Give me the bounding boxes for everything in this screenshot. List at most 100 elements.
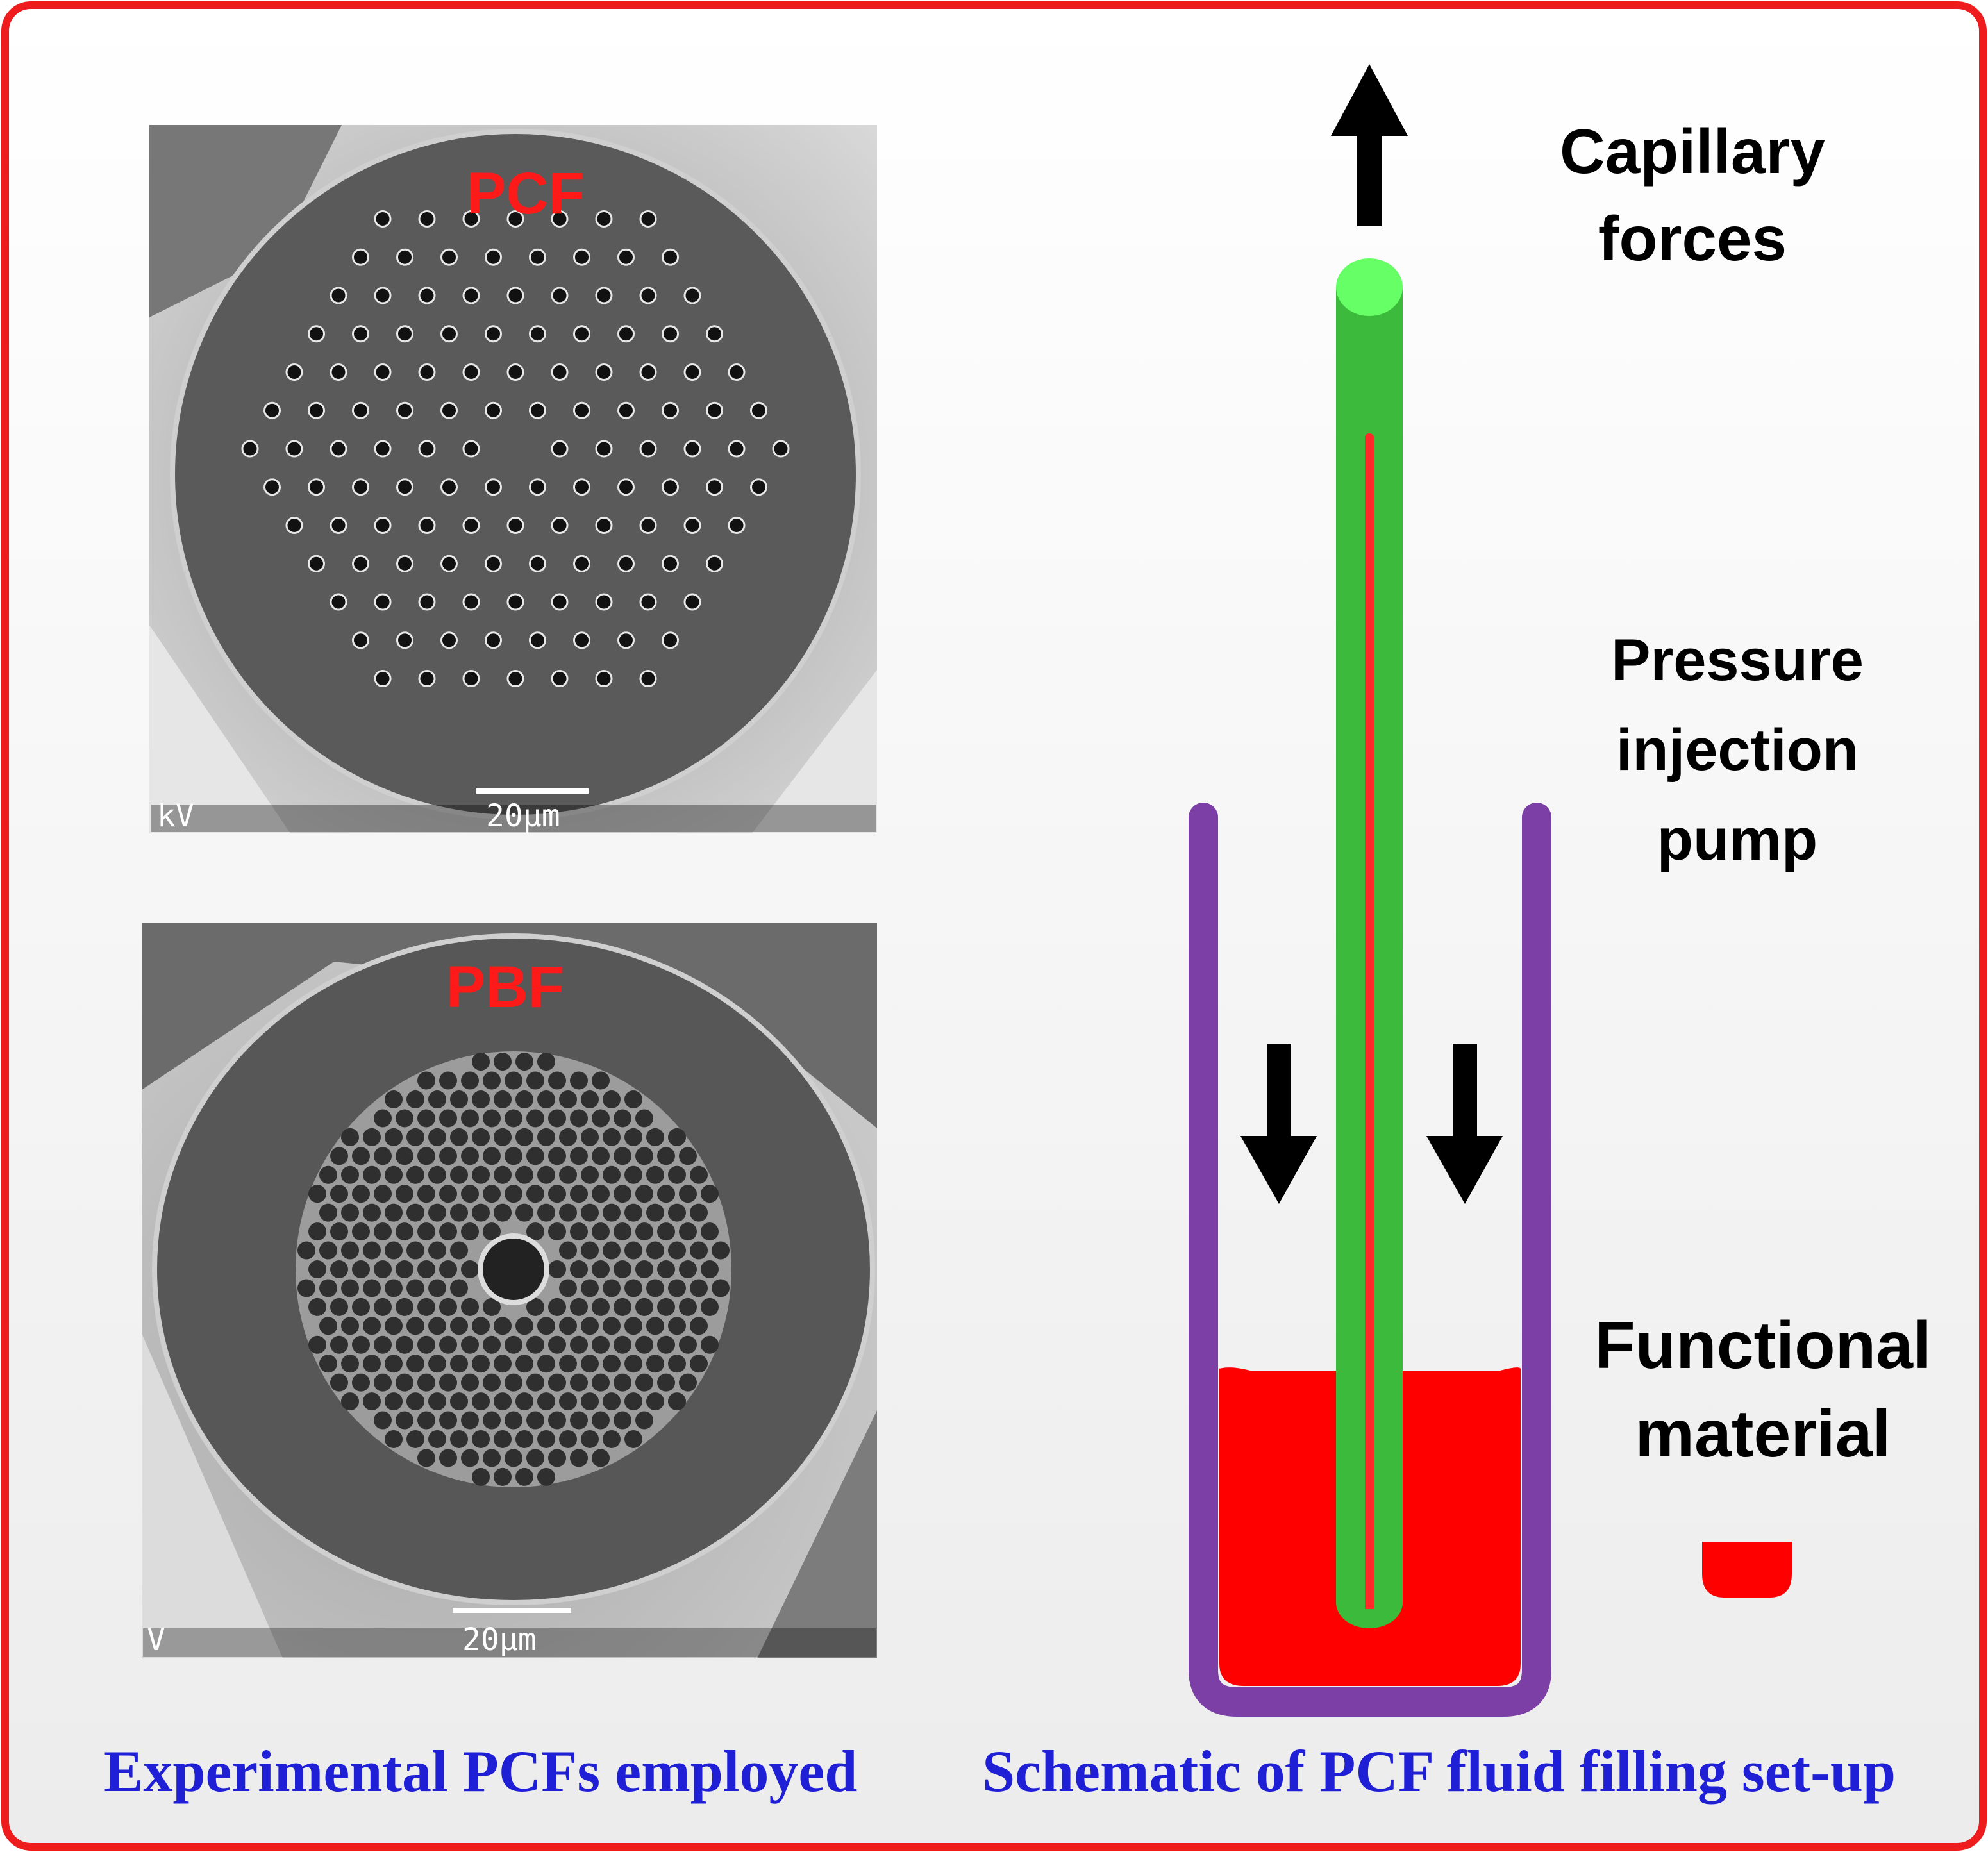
pbf-air-hole xyxy=(570,1297,588,1316)
pbf-air-hole xyxy=(308,1260,326,1278)
pbf-air-hole xyxy=(330,1147,348,1165)
pbf-air-hole xyxy=(603,1392,621,1411)
pbf-air-hole xyxy=(428,1165,446,1184)
pbf-air-hole xyxy=(483,1109,501,1128)
pcf-air-hole xyxy=(551,210,569,228)
pcf-air-hole xyxy=(595,670,613,688)
pbf-air-hole xyxy=(537,1467,555,1486)
pcf-air-hole xyxy=(506,593,524,611)
pcf-air-hole xyxy=(551,287,569,304)
pbf-air-hole xyxy=(374,1222,392,1241)
pbf-air-hole xyxy=(679,1147,697,1165)
pbf-air-hole xyxy=(624,1392,642,1411)
pcf-air-hole xyxy=(573,478,590,496)
pbf-air-hole xyxy=(483,1411,501,1430)
pbf-air-hole xyxy=(461,1373,479,1392)
pbf-air-hole xyxy=(614,1297,631,1316)
pcf-air-hole xyxy=(706,401,723,419)
pbf-air-hole xyxy=(330,1185,348,1203)
pcf-air-hole xyxy=(617,401,635,419)
pbf-air-hole xyxy=(439,1335,457,1354)
pbf-air-hole xyxy=(624,1279,642,1297)
pbf-air-hole xyxy=(363,1279,381,1297)
pbf-air-hole xyxy=(690,1279,708,1297)
pbf-air-hole xyxy=(559,1355,577,1373)
pbf-air-hole xyxy=(505,1185,522,1203)
pbf-air-hole xyxy=(570,1222,588,1241)
pbf-air-hole xyxy=(374,1260,392,1278)
pcf-air-hole xyxy=(772,440,790,458)
pbf-corner-text: V xyxy=(147,1622,165,1658)
pbf-air-hole xyxy=(450,1165,468,1184)
pcf-air-hole xyxy=(529,325,546,343)
pbf-air-hole xyxy=(635,1185,653,1203)
pbf-air-hole xyxy=(646,1279,664,1297)
pbf-air-hole xyxy=(559,1392,577,1411)
pbf-air-hole xyxy=(570,1185,588,1203)
left-caption: Experimental PCFs employed xyxy=(104,1739,858,1804)
pcf-air-hole xyxy=(462,593,480,611)
pbf-air-hole xyxy=(417,1373,435,1392)
pcf-air-hole xyxy=(308,401,325,419)
pbf-air-hole xyxy=(646,1203,664,1222)
pbf-air-hole xyxy=(537,1392,555,1411)
pcf-air-hole xyxy=(595,287,613,304)
pbf-air-hole xyxy=(428,1317,446,1335)
pcf-air-hole xyxy=(573,401,590,419)
pbf-air-hole xyxy=(406,1279,424,1297)
pcf-air-hole xyxy=(418,210,436,228)
pbf-air-hole xyxy=(614,1109,631,1128)
pbf-air-hole xyxy=(614,1335,631,1354)
pbf-air-hole xyxy=(341,1241,359,1260)
pcf-air-hole xyxy=(418,517,436,535)
pbf-air-hole xyxy=(526,1449,544,1467)
pbf-air-hole xyxy=(417,1335,435,1354)
pbf-air-hole xyxy=(450,1430,468,1448)
pbf-air-hole xyxy=(537,1317,555,1335)
pbf-air-hole xyxy=(461,1335,479,1354)
pbf-air-hole xyxy=(483,1147,501,1165)
pbf-air-hole xyxy=(646,1165,664,1184)
pbf-air-hole xyxy=(668,1128,686,1146)
pbf-air-hole xyxy=(635,1373,653,1392)
pbf-air-hole xyxy=(548,1109,566,1128)
pbf-air-hole xyxy=(548,1147,566,1165)
pcf-air-hole xyxy=(595,593,613,611)
pcf-hole-lattice xyxy=(241,210,790,688)
pcf-air-hole xyxy=(529,555,546,572)
pbf-air-hole xyxy=(679,1373,697,1392)
pbf-air-hole xyxy=(603,1317,621,1335)
pbf-air-hole xyxy=(603,1430,621,1448)
pbf-air-hole xyxy=(537,1203,555,1222)
pbf-air-hole xyxy=(548,1222,566,1241)
pcf-air-hole xyxy=(595,440,613,458)
pbf-air-hole xyxy=(646,1317,664,1335)
pbf-air-hole xyxy=(515,1392,533,1411)
pcf-air-hole xyxy=(352,248,369,266)
pbf-air-hole xyxy=(570,1449,588,1467)
pbf-air-hole xyxy=(668,1203,686,1222)
pbf-air-hole xyxy=(657,1185,675,1203)
pbf-air-hole xyxy=(526,1147,544,1165)
pbf-air-hole xyxy=(341,1165,359,1184)
pbf-air-hole xyxy=(635,1411,653,1430)
pressure-arrow-right-icon xyxy=(1426,1044,1503,1204)
pbf-air-hole xyxy=(439,1260,457,1278)
pbf-air-hole xyxy=(690,1241,708,1260)
pbf-air-hole xyxy=(417,1260,435,1278)
pbf-air-hole xyxy=(330,1297,348,1316)
pbf-air-hole xyxy=(592,1411,610,1430)
pbf-air-hole xyxy=(319,1241,337,1260)
pbf-air-hole xyxy=(548,1297,566,1316)
pcf-air-hole xyxy=(706,325,723,343)
pbf-air-hole xyxy=(526,1109,544,1128)
pbf-air-hole xyxy=(581,1165,599,1184)
pbf-sem-image: PBF 20µm V xyxy=(142,923,877,1658)
pbf-air-hole xyxy=(559,1279,577,1297)
pcf-air-hole xyxy=(551,440,569,458)
pbf-air-hole xyxy=(624,1090,642,1109)
pbf-air-hole xyxy=(526,1335,544,1354)
pcf-air-hole xyxy=(352,325,369,343)
pbf-air-hole xyxy=(352,1297,370,1316)
pbf-air-hole xyxy=(614,1373,631,1392)
